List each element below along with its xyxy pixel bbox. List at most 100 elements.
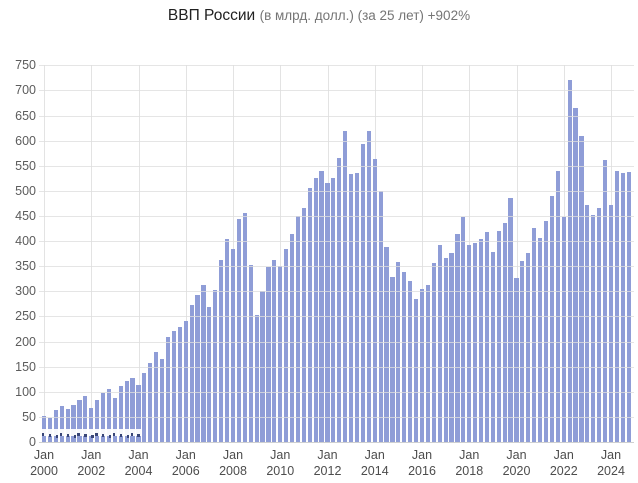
bar-2006-q1[interactable] [183, 321, 188, 442]
bar-2011-q2[interactable] [307, 188, 312, 442]
bar-2003-q4[interactable] [130, 378, 135, 442]
bar-2024-q1[interactable] [608, 205, 614, 442]
bar-2004-q4[interactable] [154, 351, 159, 442]
bar-2023-q4[interactable] [602, 159, 608, 442]
bar-2015-q2[interactable] [402, 272, 407, 442]
bar-2002-q1[interactable] [89, 407, 94, 442]
bar-2006-q3[interactable] [195, 295, 200, 442]
bar-2014-q3[interactable] [384, 246, 389, 442]
bar-2000-q1[interactable] [41, 415, 47, 442]
bar-2011-q4[interactable] [319, 170, 324, 442]
bar-2022-q4[interactable] [579, 135, 584, 442]
h-gridline-100 [39, 391, 634, 393]
bar-2005-q4[interactable] [177, 327, 182, 442]
bar-2001-q3[interactable] [77, 400, 82, 442]
bar-2017-q2[interactable] [449, 253, 454, 442]
bar-2013-q4[interactable] [366, 131, 371, 442]
bar-2022-q1[interactable] [561, 216, 566, 442]
bar-2007-q1[interactable] [207, 307, 212, 442]
bar-2012-q2[interactable] [331, 178, 336, 442]
bar-2007-q2[interactable] [213, 290, 218, 442]
bar-2016-q3[interactable] [431, 263, 436, 442]
bar-2008-q3[interactable] [242, 213, 247, 442]
bar-2015-q3[interactable] [408, 281, 413, 442]
bar-2021-q1[interactable] [538, 237, 543, 442]
bar-2010-q2[interactable] [284, 248, 289, 442]
bar-2004-q1[interactable] [136, 384, 141, 442]
bar-2003-q2[interactable] [118, 386, 123, 442]
bar-2009-q1[interactable] [254, 315, 259, 442]
bar-2000-q4[interactable] [59, 406, 64, 442]
bar-2016-q4[interactable] [437, 245, 442, 442]
bar-2002-q2[interactable] [95, 399, 100, 442]
bar-2012-q3[interactable] [337, 158, 342, 442]
bar-2000-q3[interactable] [53, 410, 58, 442]
bar-2008-q2[interactable] [236, 219, 241, 442]
bar-value-label-speck [55, 435, 59, 438]
bar-2023-q3[interactable] [597, 208, 602, 442]
bar-2011-q3[interactable] [313, 178, 318, 442]
bar-2010-q3[interactable] [289, 233, 295, 442]
bar-2010-q4[interactable] [295, 215, 301, 442]
bar-2020-q4[interactable] [532, 228, 537, 442]
bar-2008-q1[interactable] [230, 248, 236, 442]
bar-2019-q1[interactable] [490, 251, 495, 442]
bar-2021-q2[interactable] [543, 220, 549, 442]
bar-2016-q2[interactable] [425, 284, 430, 442]
bar-2019-q2[interactable] [496, 230, 501, 442]
bar-2021-q3[interactable] [549, 195, 554, 442]
bar-2020-q2[interactable] [520, 260, 525, 442]
bar-2012-q4[interactable] [343, 130, 348, 442]
bar-2017-q3[interactable] [455, 233, 460, 442]
bar-2011-q1[interactable] [301, 208, 306, 442]
bar-2001-q4[interactable] [83, 395, 88, 442]
bar-2020-q1[interactable] [514, 277, 519, 442]
bar-2018-q1[interactable] [467, 245, 472, 442]
bar-2006-q2[interactable] [189, 305, 194, 442]
bar-2005-q3[interactable] [171, 330, 177, 442]
x-axis-tick-label-2004: Jan 2004 [113, 447, 165, 479]
bar-2002-q4[interactable] [106, 389, 112, 442]
bar-2013-q2[interactable] [354, 172, 360, 442]
bar-2009-q4[interactable] [272, 260, 277, 442]
bar-2015-q4[interactable] [413, 299, 419, 442]
bar-2004-q2[interactable] [142, 373, 147, 442]
bar-2018-q4[interactable] [484, 232, 490, 442]
bar-2009-q3[interactable] [266, 266, 271, 442]
bar-2018-q3[interactable] [478, 238, 484, 442]
bar-2022-q3[interactable] [573, 108, 578, 442]
bar-2014-q4[interactable] [390, 277, 395, 442]
bar-2012-q1[interactable] [325, 183, 330, 442]
bar-2003-q1[interactable] [112, 397, 117, 442]
bar-2005-q2[interactable] [165, 336, 171, 442]
bar-2024-q4[interactable] [626, 171, 631, 442]
bar-2007-q3[interactable] [219, 260, 224, 442]
bar-2008-q4[interactable] [248, 265, 253, 442]
bar-value-label-speck [95, 433, 98, 436]
bar-2013-q3[interactable] [360, 144, 365, 442]
bar-2023-q1[interactable] [585, 205, 590, 442]
bar-2019-q3[interactable] [502, 222, 507, 442]
bar-2020-q3[interactable] [526, 252, 531, 442]
bar-2016-q1[interactable] [419, 288, 425, 442]
bar-2019-q4[interactable] [508, 198, 513, 442]
bar-2003-q3[interactable] [124, 381, 129, 442]
bar-2017-q4[interactable] [461, 217, 466, 442]
bar-2013-q1[interactable] [349, 174, 354, 442]
bar-2004-q3[interactable] [148, 363, 153, 442]
bar-2010-q1[interactable] [278, 266, 283, 442]
bar-2001-q2[interactable] [71, 404, 76, 442]
bar-2023-q2[interactable] [591, 215, 596, 442]
bar-2009-q2[interactable] [260, 291, 265, 442]
bar-2024-q2[interactable] [614, 170, 619, 442]
bar-2006-q4[interactable] [201, 285, 206, 442]
bar-2005-q1[interactable] [160, 359, 165, 442]
bar-2014-q1[interactable] [372, 159, 377, 442]
bar-2017-q1[interactable] [443, 258, 448, 442]
bar-2021-q4[interactable] [555, 170, 560, 442]
bar-2024-q3[interactable] [620, 172, 625, 442]
bar-2022-q2[interactable] [567, 80, 572, 442]
bar-2001-q1[interactable] [65, 409, 70, 442]
bar-2015-q1[interactable] [396, 262, 401, 442]
bar-2007-q4[interactable] [224, 239, 230, 442]
